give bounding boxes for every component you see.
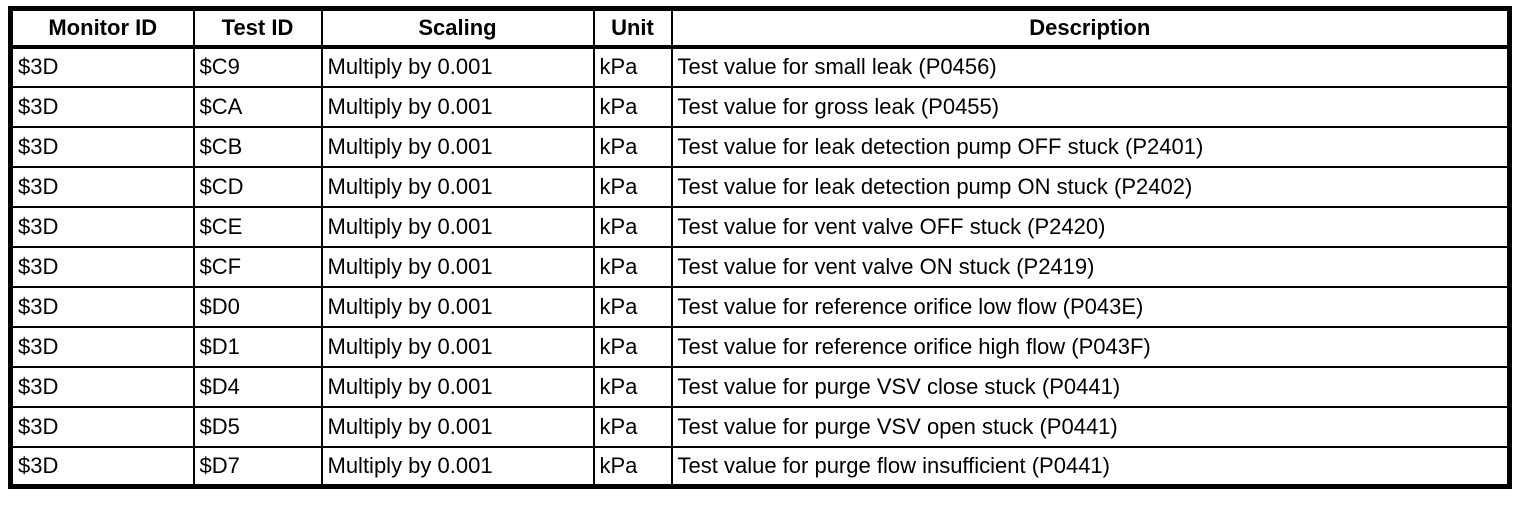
test-id-cell: $D1 (192, 325, 323, 368)
scaling-cell: Multiply by 0.001 (320, 85, 595, 128)
scaling-cell: Multiply by 0.001 (320, 325, 595, 368)
table-row: $3D $CA Multiply by 0.001 kPa Test value for… (9, 85, 1511, 128)
scaling-cell: Multiply by 0.001 (320, 165, 595, 208)
monitor-id-cell: $3D (9, 125, 195, 168)
scaling-cell: Multiply by 0.001 (320, 45, 595, 88)
table-row: $3D $D5 Multiply by 0.001 kPa Test value for… (9, 405, 1511, 448)
scaling-cell: Multiply by 0.001 (320, 245, 595, 288)
description-cell: Test value for purge flow insufficient (… (670, 445, 1511, 488)
unit-cell: kPa (592, 245, 673, 288)
unit-cell: kPa (592, 405, 673, 448)
description-cell: Test value for leak detection pump ON st… (670, 165, 1511, 208)
description-cell: Test value for vent valve ON stuck (P241… (670, 245, 1511, 288)
table-row: $3D $D4 Multiply by 0.001 kPa Test value for… (9, 365, 1511, 408)
monitor-id-cell: $3D (9, 445, 195, 488)
description-cell: Test value for small leak (P0456) (670, 45, 1511, 88)
header-row: Monitor ID Test ID Scaling Unit Descript… (9, 7, 1511, 49)
test-id-cell: $CA (192, 85, 323, 128)
scaling-cell: Multiply by 0.001 (320, 285, 595, 328)
column-header-test-id: Test ID (192, 7, 323, 49)
table-row: $3D $CF Multiply by 0.001 kPa Test value for… (9, 245, 1511, 288)
scaling-cell: Multiply by 0.001 (320, 205, 595, 248)
scaling-cell: Multiply by 0.001 (320, 405, 595, 448)
test-id-cell: $CE (192, 205, 323, 248)
table-row: $3D $D7 Multiply by 0.001 kPa Test value for… (9, 445, 1511, 488)
description-cell: Test value for purge VSV open stuck (P04… (670, 405, 1511, 448)
test-id-cell: $CB (192, 125, 323, 168)
description-cell: Test value for purge VSV close stuck (P0… (670, 365, 1511, 408)
monitor-id-cell: $3D (9, 285, 195, 328)
table-row: $3D $CB Multiply by 0.001 kPa Test value for… (9, 125, 1511, 168)
description-cell: Test value for reference orifice high fl… (670, 325, 1511, 368)
test-id-cell: $D5 (192, 405, 323, 448)
unit-cell: kPa (592, 125, 673, 168)
description-cell: Test value for leak detection pump OFF s… (670, 125, 1511, 168)
monitor-id-cell: $3D (9, 165, 195, 208)
unit-cell: kPa (592, 445, 673, 488)
table-row: $3D $CD Multiply by 0.001 kPa Test value for… (9, 165, 1511, 208)
table-row: $3D $D0 Multiply by 0.001 kPa Test value for… (9, 285, 1511, 328)
monitor-id-cell: $3D (9, 325, 195, 368)
unit-cell: kPa (592, 285, 673, 328)
monitor-id-cell: $3D (9, 365, 195, 408)
table-row: $3D $C9 Multiply by 0.001 kPa Test value for… (9, 45, 1511, 88)
column-header-scaling: Scaling (320, 7, 595, 49)
monitor-id-cell: $3D (9, 205, 195, 248)
unit-cell: kPa (592, 165, 673, 208)
test-id-cell: $CF (192, 245, 323, 288)
test-id-cell: $D7 (192, 445, 323, 488)
description-cell: Test value for vent valve OFF stuck (P24… (670, 205, 1511, 248)
column-header-description: Description (670, 7, 1511, 49)
unit-cell: kPa (592, 45, 673, 88)
test-id-cell: $CD (192, 165, 323, 208)
unit-cell: kPa (592, 365, 673, 408)
scaling-cell: Multiply by 0.001 (320, 125, 595, 168)
table-row: $3D $D1 Multiply by 0.001 kPa Test value for… (9, 325, 1511, 368)
monitor-id-cell: $3D (9, 85, 195, 128)
test-id-cell: $D0 (192, 285, 323, 328)
column-header-unit: Unit (592, 7, 673, 49)
unit-cell: kPa (592, 325, 673, 368)
column-header-monitor-id: Monitor ID (9, 7, 195, 49)
monitor-id-cell: $3D (9, 45, 195, 88)
scaling-cell: Multiply by 0.001 (320, 445, 595, 488)
description-cell: Test value for gross leak (P0455) (670, 85, 1511, 128)
table-body: $3D $C9 Multiply by 0.001 kPa Test value for… (9, 45, 1511, 488)
unit-cell: kPa (592, 85, 673, 128)
monitor-id-cell: $3D (9, 405, 195, 448)
test-id-cell: $C9 (192, 45, 323, 88)
monitor-id-cell: $3D (9, 245, 195, 288)
unit-cell: kPa (592, 205, 673, 248)
test-id-cell: $D4 (192, 365, 323, 408)
scaling-cell: Multiply by 0.001 (320, 365, 595, 408)
mode-06-test-value-table: Monitor ID Test ID Scaling Unit Descript… (8, 6, 1512, 489)
description-cell: Test value for reference orifice low flo… (670, 285, 1511, 328)
table-row: $3D $CE Multiply by 0.001 kPa Test value for… (9, 205, 1511, 248)
